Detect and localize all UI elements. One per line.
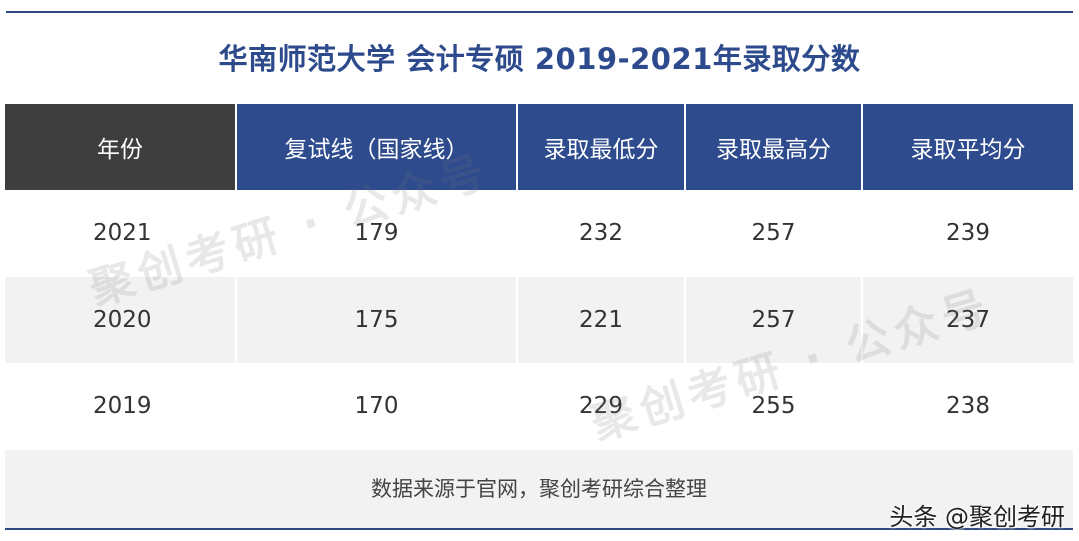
cell-max-score: 255 (685, 363, 863, 450)
cell-min-score: 221 (517, 276, 686, 363)
cell-max-score: 257 (685, 276, 863, 363)
cell-retest-line: 170 (236, 363, 518, 450)
table-row: 2019 170 229 255 238 (5, 363, 1073, 450)
cell-retest-line: 175 (236, 276, 518, 363)
cell-year: 2020 (5, 276, 237, 363)
header-avg-score: 录取平均分 (862, 104, 1073, 190)
cell-avg-score: 239 (946, 220, 990, 247)
header-max-score: 录取最高分 (685, 104, 863, 190)
table-row: 2021 179 232 257 239 (5, 190, 1073, 277)
header-retest-line: 复试线（国家线） (236, 104, 518, 190)
header-year: 年份 (5, 104, 237, 190)
cell-year: 2021 (5, 190, 237, 277)
top-rule (6, 11, 1073, 13)
cell-min-score: 229 (517, 363, 686, 450)
admission-score-table: 年份 复试线（国家线） 录取最低分 录取最高分 录取平均分 2021 179 2… (5, 104, 1073, 450)
cell-year: 2019 (5, 363, 237, 450)
cell-max-score: 257 (685, 190, 863, 277)
source-note: 数据来源于官网，聚创考研综合整理 (5, 450, 1073, 528)
credit-label: 头条 @聚创考研 (889, 503, 1065, 531)
table-header-row: 年份 复试线（国家线） 录取最低分 录取最高分 录取平均分 (5, 104, 1073, 190)
table-row: 2020 175 221 257 237 (5, 276, 1073, 363)
cell-avg-score: 237 (862, 276, 1073, 363)
cell-avg-score: 238 (946, 393, 990, 420)
bottom-rule (5, 528, 1073, 530)
page-title: 华南师范大学 会计专硕 2019-2021年录取分数 (218, 42, 861, 76)
cell-min-score: 232 (517, 190, 686, 277)
cell-retest-line: 179 (236, 190, 518, 277)
header-min-score: 录取最低分 (517, 104, 686, 190)
